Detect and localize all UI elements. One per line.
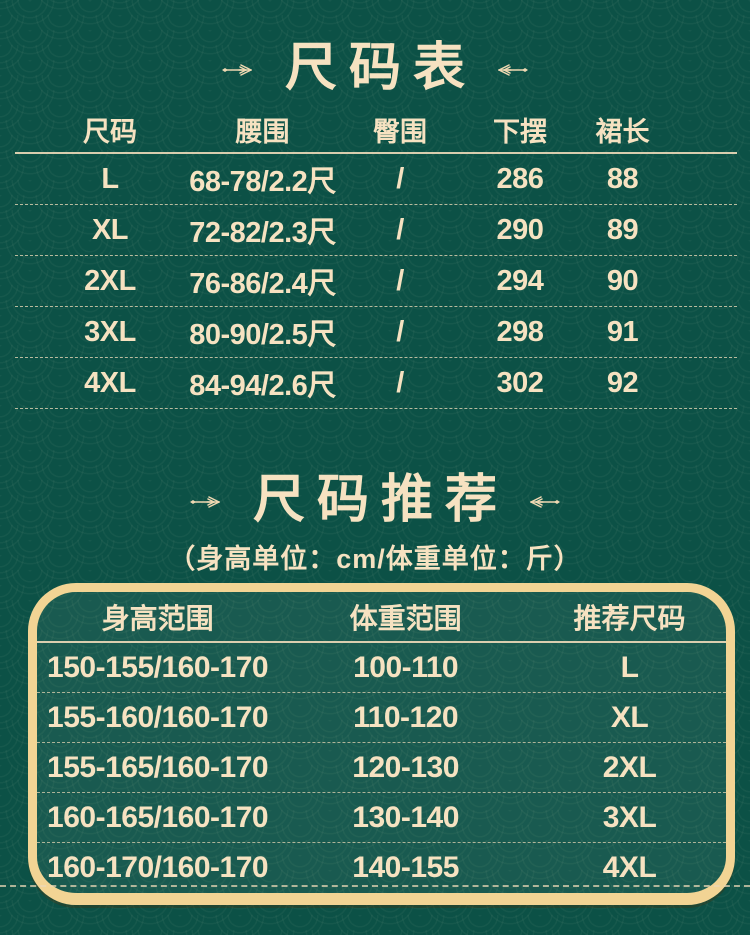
length-cell: 92 bbox=[606, 366, 639, 399]
hem-cell: 302 bbox=[496, 366, 544, 399]
recommended-size-cell: L bbox=[620, 650, 639, 684]
column-header-waist: 腰围 bbox=[235, 116, 290, 147]
hip-cell: / bbox=[396, 264, 404, 297]
table-row: L 68-78/2.2尺 / 286 88 bbox=[15, 154, 737, 205]
recommend-header-row: 身高范围 体重范围 推荐尺码 bbox=[37, 592, 726, 643]
column-header-hem: 下摆 bbox=[493, 116, 547, 147]
length-cell: 90 bbox=[606, 264, 639, 297]
column-header-size: 尺码 bbox=[83, 116, 137, 147]
size-cell: 4XL bbox=[84, 366, 136, 399]
arrow-flourish-left-icon bbox=[221, 64, 252, 76]
hip-cell: / bbox=[396, 315, 404, 348]
recommend-title-row: 尺码推荐 bbox=[0, 452, 750, 536]
waist-cell: 72-82/2.3尺 bbox=[189, 217, 336, 249]
hem-cell: 294 bbox=[496, 264, 544, 297]
size-cell: 3XL bbox=[84, 315, 136, 348]
table-row: 2XL 76-86/2.4尺 / 294 90 bbox=[15, 256, 737, 307]
table-row: 155-160/160-170 110-120 XL bbox=[37, 693, 726, 743]
size-cell: XL bbox=[91, 213, 129, 246]
recommend-table-box: 身高范围 体重范围 推荐尺码 150-155/160-170 100-110 L… bbox=[28, 583, 735, 905]
height-range-cell: 155-160/160-170 bbox=[47, 700, 269, 734]
waist-cell: 76-86/2.4尺 bbox=[189, 268, 336, 300]
height-range-cell: 160-165/160-170 bbox=[47, 800, 269, 834]
waist-cell: 80-90/2.5尺 bbox=[189, 319, 336, 351]
arrow-flourish-right-icon bbox=[530, 496, 560, 508]
arrow-flourish-left-icon bbox=[189, 496, 220, 508]
table-row: 160-165/160-170 130-140 3XL bbox=[37, 793, 726, 843]
length-cell: 91 bbox=[606, 315, 639, 348]
table-row: 155-165/160-170 120-130 2XL bbox=[37, 743, 726, 793]
hip-cell: / bbox=[396, 162, 404, 195]
weight-range-cell: 100-110 bbox=[353, 650, 459, 684]
size-table: 尺码 腰围 臀围 下摆 裙长 L 68-78/2.2尺 / 286 88 XL … bbox=[15, 106, 737, 409]
weight-range-cell: 140-155 bbox=[352, 850, 459, 884]
bottom-divider bbox=[0, 885, 750, 887]
table-row: 150-155/160-170 100-110 L bbox=[37, 643, 726, 693]
hem-cell: 286 bbox=[496, 162, 544, 195]
hip-cell: / bbox=[396, 366, 404, 399]
column-header-recommended-size: 推荐尺码 bbox=[573, 602, 686, 634]
length-cell: 88 bbox=[606, 162, 639, 195]
unit-note: （身高单位：cm/体重单位：斤） bbox=[168, 544, 582, 574]
height-range-cell: 160-170/160-170 bbox=[47, 850, 269, 884]
hem-cell: 290 bbox=[496, 213, 544, 246]
hem-cell: 298 bbox=[496, 315, 544, 348]
column-header-length: 裙长 bbox=[595, 116, 650, 147]
height-range-cell: 150-155/160-170 bbox=[47, 650, 269, 684]
table-row: 3XL 80-90/2.5尺 / 298 91 bbox=[15, 307, 737, 358]
table-row: 160-170/160-170 140-155 4XL bbox=[37, 843, 726, 892]
section-title: 尺码推荐 bbox=[252, 471, 509, 529]
table-row: XL 72-82/2.3尺 / 290 89 bbox=[15, 205, 737, 256]
weight-range-cell: 120-130 bbox=[352, 750, 459, 784]
weight-range-cell: 110-120 bbox=[353, 700, 459, 734]
page-title: 尺码表 bbox=[284, 39, 477, 97]
size-table-title-row: 尺码表 bbox=[0, 20, 750, 104]
recommended-size-cell: 2XL bbox=[602, 750, 657, 784]
recommended-size-cell: 4XL bbox=[602, 850, 657, 884]
waist-cell: 68-78/2.2尺 bbox=[189, 166, 336, 198]
table-row: 4XL 84-94/2.6尺 / 302 92 bbox=[15, 358, 737, 409]
hip-cell: / bbox=[396, 213, 404, 246]
size-table-header-row: 尺码 腰围 臀围 下摆 裙长 bbox=[15, 106, 737, 154]
waist-cell: 84-94/2.6尺 bbox=[189, 370, 336, 402]
column-header-hip: 臀围 bbox=[373, 116, 427, 147]
recommended-size-cell: 3XL bbox=[602, 800, 657, 834]
recommended-size-cell: XL bbox=[610, 700, 649, 734]
height-range-cell: 155-165/160-170 bbox=[47, 750, 269, 784]
size-cell: L bbox=[101, 162, 119, 195]
column-header-height-range: 身高范围 bbox=[101, 602, 214, 634]
length-cell: 89 bbox=[606, 213, 639, 246]
column-header-weight-range: 体重范围 bbox=[349, 602, 462, 634]
size-cell: 2XL bbox=[84, 264, 136, 297]
arrow-flourish-right-icon bbox=[498, 64, 528, 76]
weight-range-cell: 130-140 bbox=[352, 800, 459, 834]
